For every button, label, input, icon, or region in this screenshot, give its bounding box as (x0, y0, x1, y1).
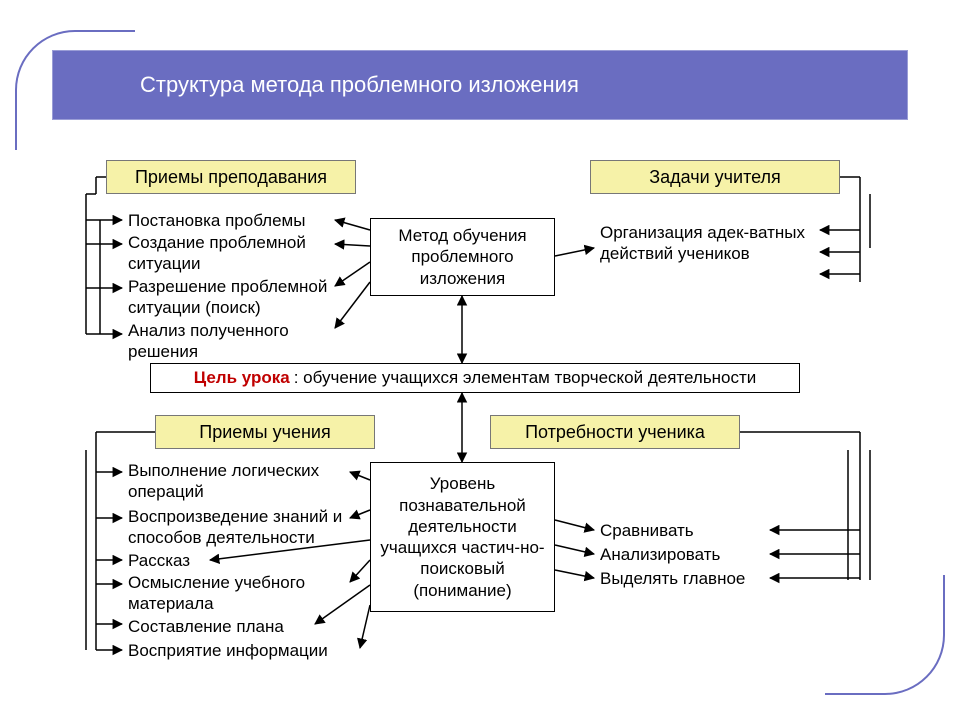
box-label: Задачи учителя (649, 167, 781, 188)
label-reproduction: Воспроизведение знаний и способов деятел… (128, 506, 378, 549)
box-label: Потребности ученика (525, 422, 705, 443)
box-goal: Цель урока : обучение учащихся элементам… (150, 363, 800, 393)
box-method: Метод обучения проблемного изложения (370, 218, 555, 296)
box-text: Уровень познавательной деятельности учащ… (379, 473, 546, 601)
box-learning-techniques: Приемы учения (155, 415, 375, 449)
label-problem-situation: Создание проблемной ситуации (128, 232, 358, 275)
corner-top-left (15, 30, 135, 150)
label-plan: Составление плана (128, 616, 368, 637)
label-problem-resolution: Разрешение проблемной ситуации (поиск) (128, 276, 368, 319)
corner-bottom-right (825, 575, 945, 695)
page-title: Структура метода проблемного изложения (140, 72, 579, 98)
goal-text: : обучение учащихся элементам творческой… (294, 368, 757, 388)
label-perception: Восприятие информации (128, 640, 368, 661)
box-text: Метод обучения проблемного изложения (379, 225, 546, 289)
label-story: Рассказ (128, 550, 368, 571)
label-analysis: Анализ полученного решения (128, 320, 358, 363)
label-compare: Сравнивать (600, 520, 820, 541)
goal-prefix: Цель урока (194, 368, 290, 388)
box-student-needs: Потребности ученика (490, 415, 740, 449)
box-teaching-techniques: Приемы преподавания (106, 160, 356, 194)
label-comprehension: Осмысление учебного материала (128, 572, 368, 615)
diagram-stage: Структура метода проблемного изложения П… (0, 0, 960, 720)
box-level: Уровень познавательной деятельности учащ… (370, 462, 555, 612)
label-problem-setting: Постановка проблемы (128, 210, 358, 231)
box-label: Приемы преподавания (135, 167, 327, 188)
label-highlight-main: Выделять главное (600, 568, 820, 589)
label-logical-ops: Выполнение логических операций (128, 460, 368, 503)
label-org-actions: Организация адек-ватных действий ученико… (600, 222, 820, 265)
box-teacher-tasks: Задачи учителя (590, 160, 840, 194)
box-label: Приемы учения (199, 422, 330, 443)
label-analyze: Анализировать (600, 544, 820, 565)
